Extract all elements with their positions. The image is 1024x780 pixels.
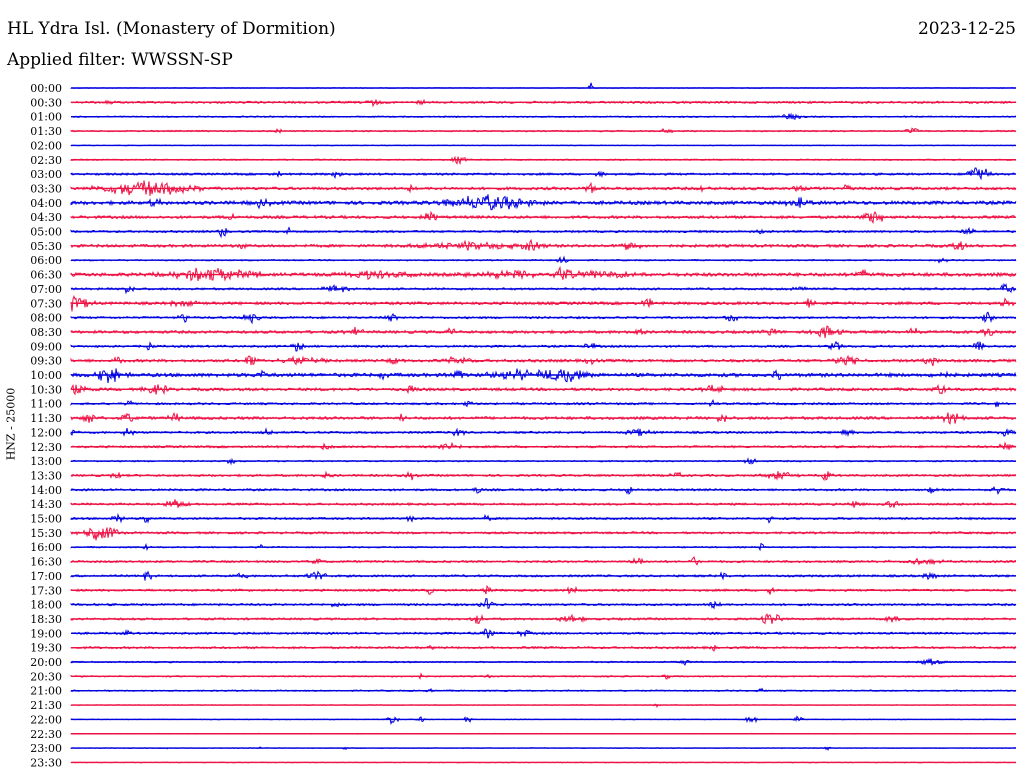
trace-row-1800 bbox=[70, 598, 1017, 610]
row-time-label: 05:30 bbox=[30, 240, 62, 253]
row-time-label: 10:00 bbox=[30, 369, 62, 382]
row-time-label: 08:30 bbox=[30, 326, 62, 339]
row-time-label: 18:30 bbox=[30, 613, 62, 626]
row-time-label: 20:00 bbox=[30, 656, 62, 669]
row-time-label: 22:30 bbox=[30, 728, 62, 741]
row-time-label: 13:30 bbox=[30, 469, 62, 482]
row-time-label: 12:00 bbox=[30, 426, 62, 439]
row-time-label: 01:00 bbox=[30, 111, 62, 124]
row-time-label: 16:30 bbox=[30, 556, 62, 569]
row-time-label: 19:00 bbox=[30, 627, 62, 640]
row-time-label: 15:30 bbox=[30, 527, 62, 540]
row-time-label: 11:30 bbox=[30, 412, 62, 425]
row-time-label: 12:30 bbox=[30, 441, 62, 454]
record-date: 2023-12-25 bbox=[917, 19, 1016, 39]
row-time-label: 17:30 bbox=[30, 584, 62, 597]
row-time-label: 18:00 bbox=[30, 599, 62, 612]
row-time-label: 23:30 bbox=[30, 756, 62, 769]
row-time-label: 14:30 bbox=[30, 498, 62, 511]
row-time-label: 00:30 bbox=[30, 96, 62, 109]
row-time-label: 16:00 bbox=[30, 541, 62, 554]
row-time-label: 04:00 bbox=[30, 197, 62, 210]
trace-row-1530 bbox=[70, 527, 1016, 541]
row-time-label: 02:00 bbox=[30, 139, 62, 152]
row-time-label: 10:30 bbox=[30, 383, 62, 396]
row-time-label: 02:30 bbox=[30, 154, 62, 167]
trace-row-0300 bbox=[70, 167, 1017, 181]
applied-filter-label: Applied filter: WWSSN-SP bbox=[7, 50, 233, 70]
row-time-label: 14:00 bbox=[30, 484, 62, 497]
row-time-label: 03:00 bbox=[30, 168, 62, 181]
row-time-label: 01:30 bbox=[30, 125, 62, 138]
row-time-label: 06:30 bbox=[30, 269, 62, 282]
row-time-label: 19:30 bbox=[30, 642, 62, 655]
row-time-label: 21:30 bbox=[30, 699, 62, 712]
row-time-label: 22:00 bbox=[30, 713, 62, 726]
row-time-label: 05:00 bbox=[30, 226, 62, 239]
trace-row-1430 bbox=[70, 499, 1017, 508]
trace-row-0730 bbox=[70, 295, 1016, 312]
trace-row-0400 bbox=[70, 194, 1017, 211]
row-time-label: 09:30 bbox=[30, 355, 62, 368]
row-time-label: 09:00 bbox=[30, 340, 62, 353]
trace-row-1000 bbox=[70, 368, 1017, 384]
trace-row-0930 bbox=[70, 354, 1017, 367]
row-time-label: 03:30 bbox=[30, 182, 62, 195]
row-time-label: 15:00 bbox=[30, 513, 62, 526]
station-title: HL Ydra Isl. (Monastery of Dormition) bbox=[7, 19, 336, 39]
row-time-label: 00:00 bbox=[30, 82, 62, 95]
row-time-label: 20:30 bbox=[30, 670, 62, 683]
row-time-label: 13:00 bbox=[30, 455, 62, 468]
row-time-label: 23:00 bbox=[30, 742, 62, 755]
row-time-label: 06:00 bbox=[30, 254, 62, 267]
row-time-label: 08:00 bbox=[30, 312, 62, 325]
row-time-label: 21:00 bbox=[30, 685, 62, 698]
row-time-label: 07:00 bbox=[30, 283, 62, 296]
row-time-label: 17:00 bbox=[30, 570, 62, 583]
row-time-label: 07:30 bbox=[30, 297, 62, 310]
row-time-label: 04:30 bbox=[30, 211, 62, 224]
trace-row-1030 bbox=[70, 384, 1017, 396]
row-time-label: 11:00 bbox=[30, 398, 62, 411]
trace-row-1400 bbox=[70, 486, 1017, 495]
